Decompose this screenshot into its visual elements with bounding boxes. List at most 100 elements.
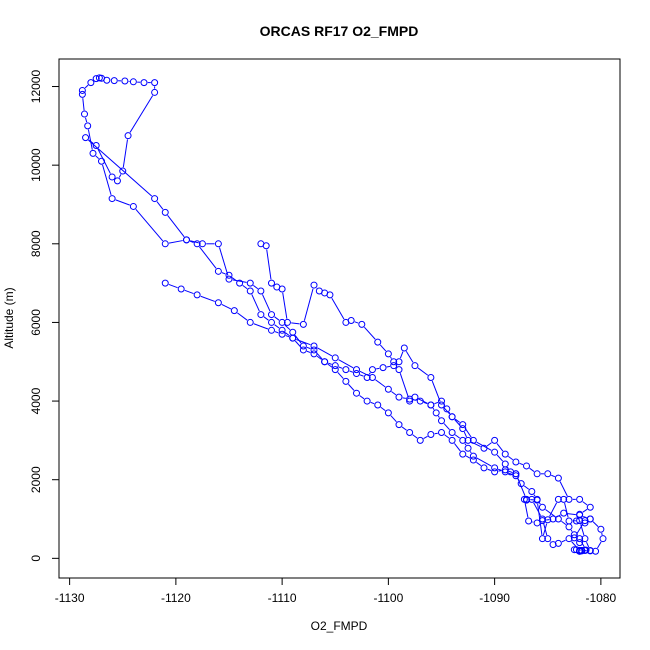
data-point — [576, 539, 584, 547]
data-point — [501, 468, 509, 476]
data-point — [491, 464, 499, 472]
series-segment — [386, 365, 391, 368]
series-segment — [232, 279, 247, 283]
series-segment — [306, 350, 311, 354]
data-point — [491, 468, 499, 476]
data-point — [225, 275, 233, 283]
data-point — [151, 79, 159, 87]
data-point — [108, 173, 116, 181]
series-segment — [443, 403, 446, 407]
series-segment — [464, 427, 472, 438]
series-segment — [316, 355, 322, 360]
data-point — [353, 370, 360, 378]
data-point — [331, 366, 339, 374]
data-point — [512, 458, 520, 466]
series-segment — [508, 456, 514, 461]
data-point — [183, 236, 190, 244]
series-3 — [257, 240, 520, 478]
series-segment — [533, 494, 536, 497]
data-point — [384, 385, 392, 393]
data-point — [310, 350, 318, 358]
series-segment — [545, 509, 556, 518]
data-point — [129, 202, 137, 210]
data-point — [193, 240, 201, 248]
series-segment — [418, 398, 428, 404]
data-point — [140, 79, 148, 87]
data-point — [379, 364, 387, 372]
data-point — [358, 320, 366, 328]
series-segment — [549, 502, 558, 517]
series-segment — [476, 457, 492, 467]
data-point — [464, 444, 472, 452]
series-segment — [82, 98, 85, 111]
y-tick-label: 0 — [29, 555, 43, 562]
series-segment — [95, 155, 100, 160]
series-segment — [444, 434, 450, 439]
data-point — [129, 78, 137, 86]
y-tick-label: 4000 — [29, 387, 43, 414]
data-point — [533, 519, 541, 527]
data-point — [92, 75, 100, 83]
series-segment — [274, 324, 280, 329]
series-segment — [582, 508, 588, 513]
data-point — [427, 373, 435, 381]
data-point — [523, 496, 530, 504]
data-point — [326, 291, 334, 299]
series-segment — [559, 481, 568, 497]
series-segment — [580, 524, 585, 536]
data-point — [177, 285, 185, 293]
data-point — [459, 436, 467, 444]
x-tick-label: -1110 — [268, 591, 297, 605]
data-point — [533, 495, 541, 503]
series-segment — [296, 339, 311, 346]
data-point — [78, 86, 86, 94]
x-tick-label: -1130 — [55, 591, 85, 605]
series-segment — [331, 297, 345, 320]
data-point — [87, 79, 95, 87]
data-point — [438, 397, 445, 405]
data-point — [310, 342, 318, 350]
data-point — [299, 320, 307, 328]
data-point — [82, 134, 90, 142]
series-segment — [348, 383, 355, 391]
data-point — [599, 535, 607, 543]
series-segment — [434, 401, 439, 405]
data-point — [384, 350, 392, 358]
series-segment — [317, 347, 333, 357]
x-tick-label: -1120 — [161, 591, 191, 605]
series-segment — [285, 335, 290, 338]
series-segment — [338, 366, 343, 369]
series-segment — [379, 344, 387, 352]
series-segment — [294, 334, 302, 344]
data-point — [151, 88, 159, 96]
series-segment — [496, 443, 504, 452]
series-segment — [168, 240, 183, 244]
data-point — [427, 430, 435, 438]
data-point — [198, 240, 206, 248]
data-point — [512, 470, 520, 478]
series-segment — [395, 364, 398, 367]
data-point — [586, 547, 594, 555]
data-point — [586, 503, 594, 511]
data-point — [262, 242, 270, 250]
data-point — [374, 401, 382, 409]
series-segment — [115, 199, 130, 206]
data-point — [554, 474, 562, 482]
data-point — [469, 456, 477, 464]
data-point — [78, 90, 86, 98]
data-point — [161, 208, 169, 216]
series-segment — [291, 322, 300, 325]
series-segment — [517, 478, 520, 481]
data-point — [84, 122, 92, 130]
data-point — [103, 76, 111, 84]
data-point — [480, 464, 488, 472]
data-point — [448, 436, 456, 444]
data-point — [98, 157, 105, 165]
series-layer — [78, 74, 607, 555]
series-segment — [567, 513, 576, 516]
series-segment — [135, 209, 164, 242]
data-point — [121, 77, 129, 85]
data-point — [321, 358, 329, 366]
x-tick-label: -1100 — [373, 591, 403, 605]
data-point — [459, 450, 467, 458]
